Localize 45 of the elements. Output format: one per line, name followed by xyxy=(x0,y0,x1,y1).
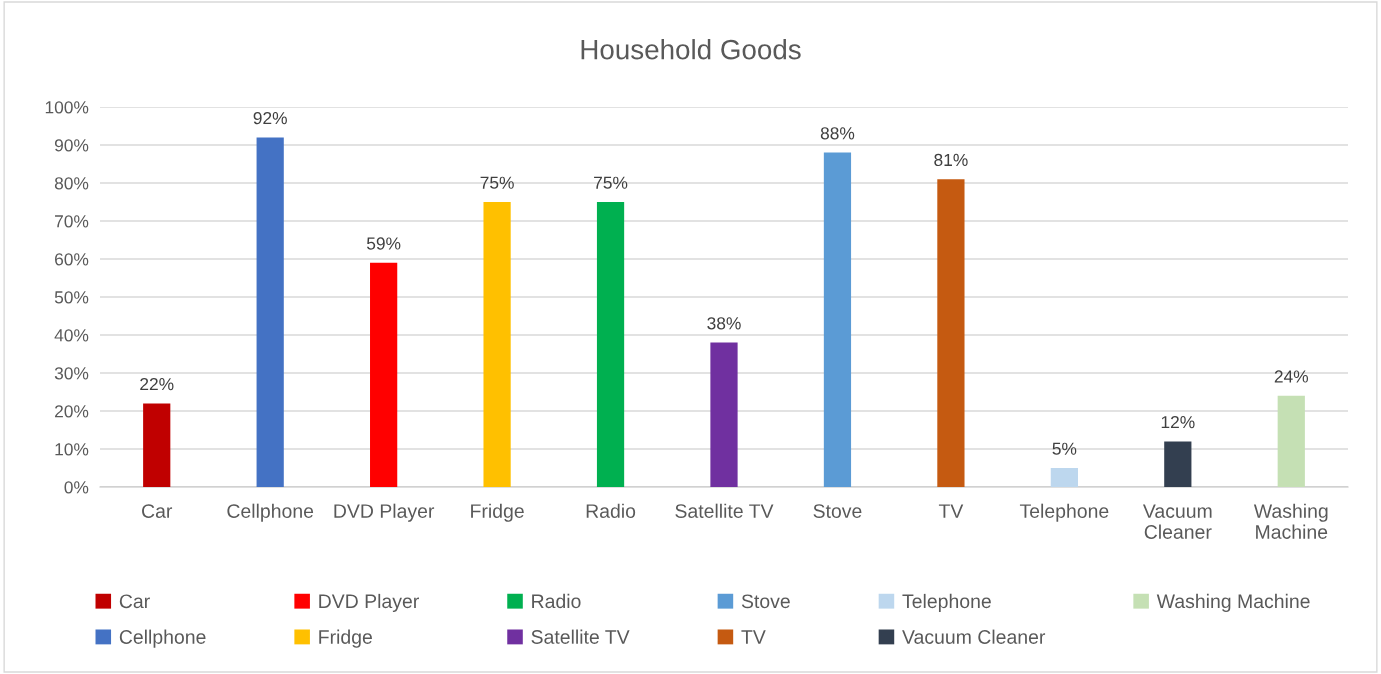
y-tick-label: 60% xyxy=(55,253,89,266)
data-label: 88% xyxy=(820,127,855,140)
y-tick-label: 70% xyxy=(55,215,89,228)
y-tick-label: 20% xyxy=(55,405,89,418)
x-tick-label: Telephone xyxy=(1019,503,1109,522)
x-tick-label: Satellite TV xyxy=(675,503,774,518)
data-label: 92% xyxy=(253,111,287,125)
legend-label: Radio xyxy=(532,593,581,609)
y-tick-label: 40% xyxy=(54,329,89,342)
y-tick-label: 80% xyxy=(54,177,89,190)
data-label: 81% xyxy=(934,153,968,167)
x-tick-label: Vacuum Cleaner xyxy=(1142,504,1212,539)
y-tick-label: 30% xyxy=(54,367,89,380)
data-label: 75% xyxy=(480,176,514,189)
data-label: 22% xyxy=(140,377,174,391)
x-tick-label: Cellphone xyxy=(227,503,314,522)
y-tick-label: 50% xyxy=(54,291,89,304)
data-label: 5% xyxy=(1052,442,1077,455)
data-label: 12% xyxy=(1161,415,1195,429)
x-tick-label: DVD Player xyxy=(334,503,435,522)
y-tick-label: 100% xyxy=(45,101,89,114)
data-label: 59% xyxy=(366,237,401,250)
x-tick-label: Car xyxy=(142,504,173,518)
legend-label: Cellphone xyxy=(119,629,206,648)
legend-label: Washing Machine xyxy=(1156,593,1310,612)
legend-label: TV xyxy=(741,630,766,644)
legend-label: Car xyxy=(119,594,150,609)
data-label: 75% xyxy=(594,176,628,189)
y-tick-label: 10% xyxy=(55,443,89,456)
x-tick-label: Stove xyxy=(813,504,862,518)
data-label: 38% xyxy=(707,317,741,330)
chart-title: Household Goods xyxy=(581,39,801,60)
x-tick-label: TV xyxy=(938,504,964,518)
y-tick-label: 0% xyxy=(64,481,89,494)
legend-label: DVD Player xyxy=(319,593,419,612)
x-tick-label: Washing Machine xyxy=(1253,503,1328,539)
x-tick-label: Radio xyxy=(586,503,636,518)
x-tick-label: Fridge xyxy=(471,503,524,522)
legend-label: Fridge xyxy=(319,629,372,648)
legend-label: Telephone xyxy=(902,593,991,612)
legend-label: Satellite TV xyxy=(531,629,630,644)
y-tick-label: 90% xyxy=(54,139,89,152)
legend-label: Stove xyxy=(741,594,790,609)
legend-label: Vacuum Cleaner xyxy=(902,629,1046,644)
data-label: 24% xyxy=(1274,370,1309,383)
